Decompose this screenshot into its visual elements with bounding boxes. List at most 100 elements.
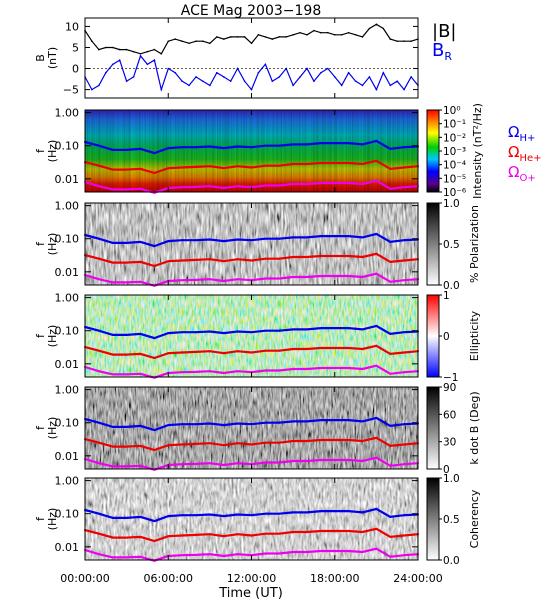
overlay-point: [361, 460, 364, 462]
overlay-point: [347, 182, 350, 184]
overlay-point: [264, 164, 267, 167]
overlay-point: [208, 165, 211, 168]
data-point: [125, 48, 128, 51]
overlay-point: [361, 328, 364, 331]
colorbar-tick-label: 10⁻⁵: [443, 173, 466, 185]
colorbar-tick-label: 10⁻⁴: [443, 160, 466, 172]
overlay-point: [361, 348, 364, 350]
overlay-point: [139, 260, 142, 263]
overlay-point: [125, 241, 128, 244]
colorbar-tick-label: −1: [443, 372, 458, 384]
overlay-point: [403, 463, 406, 466]
data-point: [334, 76, 336, 78]
overlay-point: [333, 162, 336, 164]
colorbar-tick-label: 10⁰: [443, 105, 461, 117]
colorbar-label-text: Coherency: [468, 489, 481, 548]
y-tick-label: 1.00: [55, 384, 80, 397]
overlay-point: [264, 237, 267, 240]
overlay-point: [139, 167, 142, 170]
y-tick-label: 1.00: [55, 475, 80, 488]
overlay-point: [97, 421, 100, 424]
overlay-point: [222, 372, 225, 374]
overlay-point: [347, 419, 350, 422]
overlay-point: [139, 464, 142, 467]
overlay-point: [292, 531, 295, 533]
y-axis-label: (Hz): [46, 508, 59, 531]
overlay-point: [195, 370, 197, 373]
overlay-point: [111, 425, 114, 428]
overlay-point: [389, 515, 392, 518]
overlay-point: [111, 168, 114, 171]
overlay-point: [222, 167, 225, 170]
overlay-point: [139, 187, 142, 190]
overlay-point: [306, 440, 308, 442]
data-point: [181, 40, 183, 42]
overlay-point: [347, 550, 350, 552]
overlay-point: [97, 278, 100, 281]
overlay-point: [111, 333, 114, 336]
data-point: [340, 34, 343, 36]
overlay-point: [222, 535, 225, 538]
overlay-point: [208, 258, 211, 261]
overlay-point: [264, 461, 267, 464]
overlay-point: [319, 182, 322, 184]
overlay-point: [250, 534, 253, 537]
overlay-point: [264, 532, 267, 535]
overlay-point: [195, 462, 197, 465]
overlay-point: [111, 241, 114, 244]
data-point: [389, 84, 392, 87]
overlay-point: [139, 280, 142, 283]
colorbar: [426, 202, 440, 286]
overlay-point: [319, 510, 322, 513]
data-point: [340, 84, 343, 87]
data-point: [174, 71, 176, 74]
overlay-point: [111, 536, 114, 539]
data-point: [354, 34, 357, 36]
overlay-point: [208, 553, 211, 556]
overlay-point: [181, 146, 184, 149]
panel-intensity: 1.00 0.10 0.01 f (Hz) 10⁰ 10⁻¹10⁻² 10⁻³ 10⁻⁴10⁻⁵…: [34, 103, 542, 199]
overlay-point: [236, 350, 239, 353]
panel-ellipticity: 1.00 0.10 0.01 f (Hz) −1 0 1 Ellipticity: [34, 290, 481, 384]
overlay-point: [347, 530, 350, 532]
data-point: [98, 84, 100, 87]
data-point: [361, 36, 364, 38]
y-axis-label: B: [34, 54, 47, 62]
overlay-point: [278, 237, 281, 240]
overlay-point: [153, 172, 156, 174]
data-point: [91, 88, 93, 91]
overlay-point: [375, 364, 378, 367]
legend-omega-hplus: ΩH+: [508, 123, 535, 144]
overlay-point: [195, 350, 197, 353]
data-point: [216, 71, 218, 74]
data-point: [229, 80, 232, 82]
colorbar-tick-label: 1: [443, 290, 450, 302]
overlay-point: [264, 257, 267, 260]
data-point: [160, 88, 163, 91]
y-axis-label: f: [34, 148, 47, 153]
overlay-point: [208, 145, 211, 148]
overlay-point: [97, 441, 100, 444]
overlay-point: [403, 166, 406, 169]
overlay-point: [97, 512, 100, 515]
overlay-point: [236, 145, 239, 148]
data-point: [327, 31, 329, 34]
overlay-point: [181, 534, 184, 537]
overlay-point: [195, 258, 197, 261]
panel-coherency: 1.00 0.10 0.01 f (Hz) 0.0 0.5 1.0 Coherency: [34, 473, 481, 567]
overlay-point: [250, 259, 253, 262]
overlay-point: [125, 353, 128, 356]
overlay-point: [278, 512, 281, 515]
overlay-point: [222, 352, 225, 355]
overlay-point: [389, 535, 392, 538]
colorbar-label: % Polarization: [468, 205, 481, 283]
overlay-point: [347, 327, 350, 330]
y-axis-label: (Hz): [46, 233, 59, 256]
overlay-point: [347, 235, 350, 238]
colorbar-label-text: Intensity (nT²/Hz): [471, 103, 484, 199]
colorbar: [426, 477, 440, 561]
y-axis-label: f: [34, 516, 47, 521]
data-point: [354, 80, 357, 82]
overlay-point: [208, 442, 211, 445]
overlay-point: [208, 185, 211, 188]
